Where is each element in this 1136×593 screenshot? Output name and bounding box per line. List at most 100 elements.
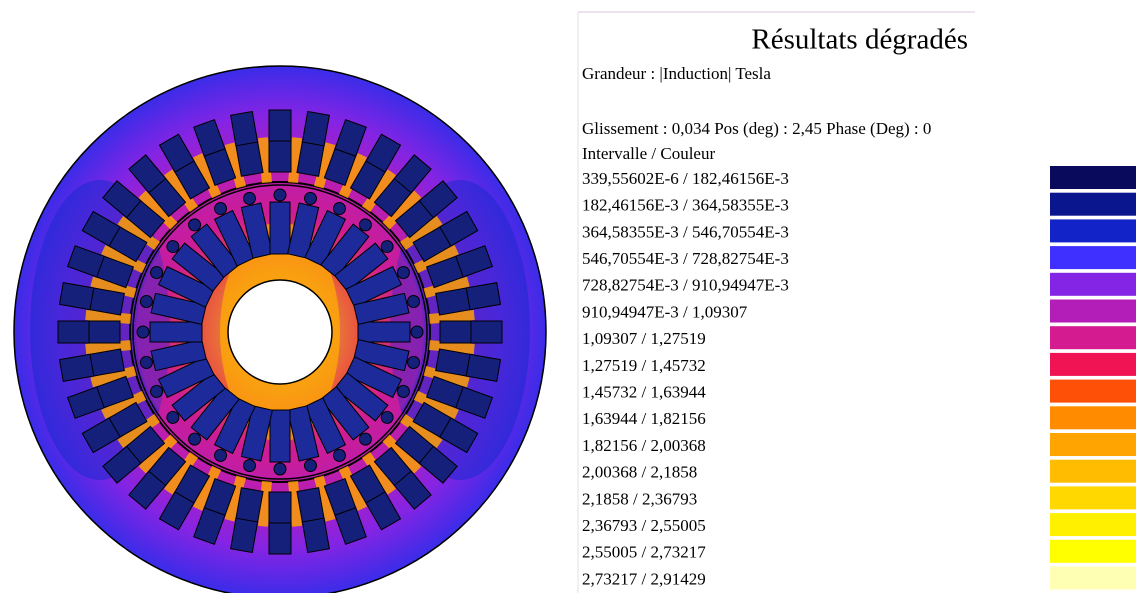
rotor-slot [171, 242, 226, 292]
slot-divider [394, 178, 412, 194]
color-swatch [1050, 433, 1136, 456]
rotor-bar-head [303, 459, 317, 473]
interval-label: 364,58355E-3 / 546,70554E-3 [582, 222, 789, 241]
stator-tooth [338, 465, 367, 511]
color-swatch [1050, 219, 1136, 243]
slot-divider [334, 507, 356, 516]
slot-divider [334, 148, 356, 157]
slot-divider [204, 507, 226, 516]
rotor-slot [150, 339, 207, 372]
stator-tooth [423, 276, 470, 299]
color-swatch [1050, 272, 1136, 296]
color-swatch [1050, 192, 1136, 216]
stator-tooth [90, 276, 137, 299]
color-swatch [1050, 539, 1136, 563]
rotor-slot [304, 209, 347, 267]
slot-divider [96, 256, 105, 278]
color-swatch [1050, 246, 1136, 270]
motor-section [13, 65, 547, 593]
rotor-bar-head [303, 191, 317, 205]
rotor-bar-head [166, 410, 180, 424]
stator-tooth [313, 142, 336, 189]
stator-tooth [90, 365, 137, 388]
slot-divider [439, 226, 452, 247]
rotor-slot [171, 372, 226, 422]
rotor-bar-head [410, 325, 424, 339]
rotor-bar-head [380, 240, 394, 254]
air-gap [132, 184, 428, 480]
stator-tooth [382, 434, 422, 474]
stator-tooth [101, 245, 147, 274]
slot-divider [418, 200, 434, 218]
slot-divider [174, 491, 195, 504]
interval-label: 1,27519 / 1,45732 [582, 356, 706, 375]
stator-tooth [423, 365, 470, 388]
parameters: Glissement : 0,034 Pos (deg) : 2,45 Phas… [582, 119, 931, 138]
rotor-slot [320, 386, 370, 441]
slot-divider [418, 446, 434, 464]
rotor-slot [157, 356, 215, 399]
rotor-slot [157, 265, 215, 308]
slot-divider [365, 491, 386, 504]
rotor-bar-head [139, 295, 153, 309]
color-swatch [1050, 326, 1136, 350]
slot-divider [455, 256, 464, 278]
rotor-slot [287, 202, 320, 259]
air-gap [129, 181, 431, 483]
stator-tooth [138, 190, 178, 230]
rotor-bar-head [396, 384, 410, 398]
slot-divider [89, 287, 95, 310]
rotor-bar-head [332, 448, 346, 462]
slot-divider [148, 470, 166, 486]
slot-divider [465, 354, 471, 377]
color-swatch [1050, 166, 1136, 189]
rotor-slot [269, 409, 291, 463]
quantity: Grandeur : |Induction| Tesla [582, 64, 771, 83]
slot-divider [126, 446, 142, 464]
rotor-bar-head [380, 410, 394, 424]
interval-label: 546,70554E-3 / 728,82754E-3 [582, 249, 789, 268]
slot-divider [455, 386, 464, 408]
slot-divider [394, 470, 412, 486]
slot-divider [302, 141, 325, 147]
rotor-slot [353, 292, 410, 325]
rotor-slot [334, 242, 389, 292]
rotor-slot [304, 397, 347, 455]
rotor-slot [320, 223, 370, 278]
rotor-bar-head [273, 188, 287, 202]
stator-tooth [361, 169, 396, 212]
interval-label: 2,55005 / 2,73217 [582, 543, 706, 562]
slot-divider [204, 148, 226, 157]
stator-tooth [117, 413, 160, 448]
rotor-slot [345, 356, 403, 399]
stator-tooth [224, 475, 247, 522]
slot-divider [302, 517, 325, 523]
slot-divider [108, 226, 121, 247]
interval-label: 2,00368 / 2,1858 [582, 463, 697, 482]
color-swatch [1050, 379, 1136, 403]
interval-label: 2,1858 / 2,36793 [582, 489, 697, 508]
rotor-bar-head [273, 462, 287, 476]
interval-label: 1,82156 / 2,00368 [582, 436, 706, 455]
rotor-bar-head [214, 448, 228, 462]
rotor-bar-head [332, 202, 346, 216]
rotor-slot [190, 223, 240, 278]
rotor-bar-head [188, 432, 202, 446]
slot-divider [108, 417, 121, 438]
stator-tooth [338, 153, 367, 199]
slot-divider [89, 354, 95, 377]
stator-tooth [101, 390, 147, 419]
rotor-slot [213, 397, 256, 455]
color-swatch [1050, 513, 1136, 537]
rotor-bar-head [136, 325, 150, 339]
slot-divider [465, 287, 471, 310]
rotor-slot [269, 201, 291, 255]
rotor-bar-head [139, 355, 153, 369]
interval-label: 182,46156E-3 / 364,58355E-3 [582, 196, 789, 215]
stator-tooth [164, 169, 199, 212]
rotor-slot [213, 209, 256, 267]
rotor-slot [357, 321, 411, 343]
rotor-slot [149, 321, 203, 343]
slot-divider [235, 517, 258, 523]
interval-label: 1,63944 / 1,82156 [582, 409, 706, 428]
